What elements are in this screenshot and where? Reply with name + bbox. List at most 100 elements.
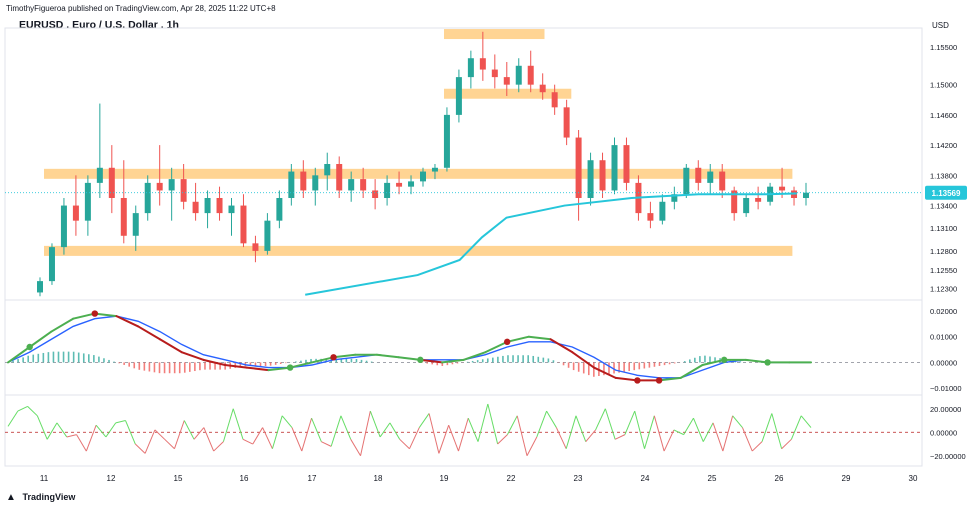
- current-price-badge: [925, 185, 967, 200]
- candle-body: [204, 198, 211, 214]
- macd-line-segment: [93, 312, 118, 318]
- candle-body: [755, 198, 762, 202]
- oscillator-segment: [467, 417, 479, 442]
- candle-body: [515, 65, 522, 85]
- time-tick-label: 16: [240, 474, 249, 483]
- candle-body: [539, 84, 546, 93]
- cross-up-dot: [26, 343, 33, 351]
- zones-layer: [44, 29, 793, 256]
- macd-tick-label: 0.02000: [930, 307, 957, 316]
- macd-line-segment: [50, 317, 75, 333]
- cross-up-dot: [764, 359, 771, 366]
- time-tick-label: 19: [440, 474, 449, 483]
- oscillator-segment: [604, 408, 616, 440]
- oscillator-segment: [174, 420, 185, 449]
- oscillator-segment: [203, 427, 215, 452]
- candle-body: [563, 107, 570, 138]
- oscillator-segment: [232, 408, 244, 440]
- oscillator-segment: [497, 434, 508, 445]
- oscillator-segment: [76, 434, 87, 452]
- time-tick-label: 11: [40, 474, 49, 483]
- current-price-label: 1.13569: [932, 189, 961, 198]
- oscillator-segment: [17, 405, 28, 412]
- candle-body: [348, 179, 355, 191]
- candle-body: [503, 77, 510, 85]
- macd-pane: 0.02000 0.01000 0.00000 −0.01000: [5, 307, 962, 393]
- oscillator-segment: [399, 438, 410, 450]
- candle-body: [420, 171, 426, 182]
- oscillator-segment: [761, 413, 773, 442]
- oscillator-segment: [262, 427, 273, 449]
- cross-up-dot: [286, 364, 294, 371]
- macd-line-segment: [441, 358, 465, 364]
- candle-body: [443, 114, 450, 168]
- oscillator-segment: [653, 415, 665, 452]
- oscillator-segment: [516, 415, 528, 456]
- macd-line-segment: [592, 366, 617, 379]
- oscillator-segment: [311, 417, 322, 442]
- oscillator-segment: [340, 415, 352, 440]
- candle-body: [48, 247, 55, 282]
- oscillator-segment: [526, 436, 538, 457]
- candle-body: [192, 201, 199, 214]
- oscillator-segment: [624, 410, 636, 435]
- time-tick-label: 25: [708, 474, 717, 483]
- candle-body: [288, 171, 295, 198]
- macd-line-segment: [527, 335, 552, 341]
- time-tick-label: 15: [174, 474, 183, 483]
- macd-tick-label: −0.01000: [930, 384, 962, 393]
- candle-body: [431, 167, 438, 172]
- candle-body: [695, 167, 702, 183]
- macd-line-segment: [115, 315, 140, 328]
- macd-line-segment: [180, 351, 205, 361]
- cross-down-dot: [655, 377, 663, 384]
- candle-body: [120, 198, 127, 236]
- candle-body: [384, 182, 391, 198]
- oscillator-segment: [565, 415, 577, 449]
- macd-line-segment: [289, 361, 313, 369]
- macd-line-segment: [506, 335, 530, 343]
- macd-tick-label: 0.01000: [930, 333, 957, 342]
- osc-tick-label: −20.00000: [930, 452, 966, 461]
- candle-body: [324, 164, 331, 176]
- macd-line-segment: [7, 346, 31, 364]
- candle-body: [683, 167, 690, 195]
- zone-range-bottom: [44, 245, 793, 256]
- candle-body: [707, 171, 714, 183]
- oscillator-segment: [741, 427, 753, 452]
- candle-body: [264, 220, 271, 251]
- candle-body: [587, 160, 594, 198]
- candle-body: [408, 181, 415, 187]
- time-axis[interactable]: 11 12 15 16 17 18 19 22 23 24 25 26 29 30: [40, 474, 918, 483]
- cross-down-dot: [330, 354, 337, 361]
- tradingview-footer[interactable]: ▲ TradingView: [6, 492, 75, 503]
- macd-line-segment: [549, 338, 574, 354]
- oscillator-segment: [242, 438, 254, 445]
- oscillator-segment: [595, 408, 606, 431]
- cross-down-dot: [91, 310, 99, 317]
- oscillator-segment: [193, 427, 205, 440]
- moving-average-layer: [5, 192, 922, 296]
- oscillator-segment: [144, 429, 156, 454]
- oscillator-segment: [7, 410, 19, 427]
- oscillator-segment: [183, 420, 195, 440]
- candle-body: [168, 179, 175, 191]
- macd-line-segment: [701, 358, 726, 366]
- candle-body: [37, 281, 43, 293]
- time-tick-label: 26: [775, 474, 784, 483]
- candle-body: [132, 213, 139, 236]
- brand-label: TradingView: [22, 492, 76, 502]
- price-axis[interactable]: 1.13569 1.12300 1.12550 1.12800 1.13100 1.134…: [925, 43, 967, 294]
- oscillator-segment: [56, 422, 68, 438]
- candle-body: [180, 179, 187, 202]
- candle-body: [360, 179, 367, 191]
- zone-range-top: [44, 168, 793, 179]
- oscillator-segment: [418, 413, 430, 428]
- price-tick-label: 1.15000: [930, 81, 957, 90]
- osc-tick-label: 0.00000: [930, 428, 957, 437]
- price-tick-label: 1.14600: [930, 111, 957, 120]
- candle-body: [779, 186, 786, 191]
- cross-up-dot: [417, 356, 424, 364]
- price-tick-label: 1.14200: [930, 141, 957, 150]
